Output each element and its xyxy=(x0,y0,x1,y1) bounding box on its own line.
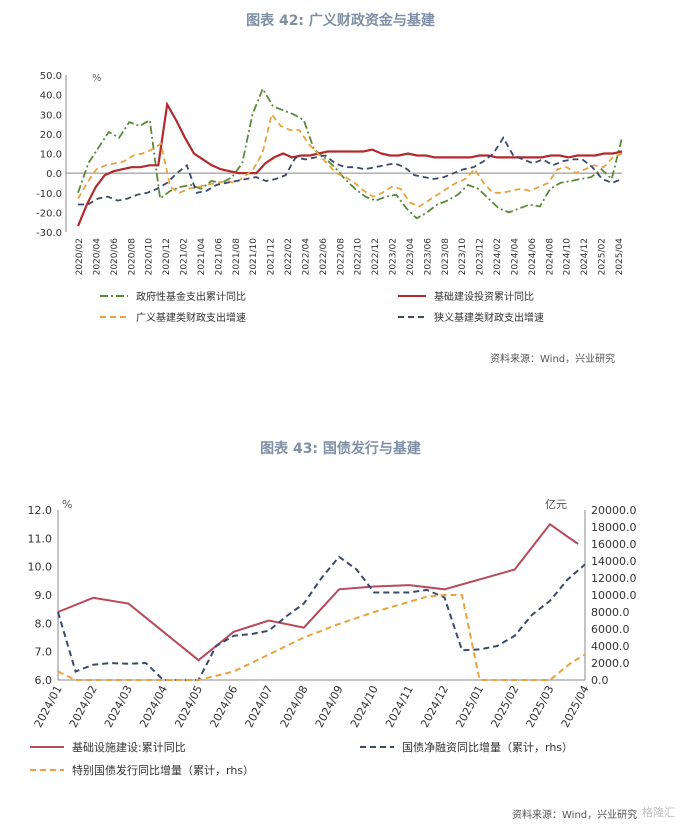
y-left-tick-label: 7.0 xyxy=(35,646,53,659)
y-tick-label: 0.0 xyxy=(46,169,62,180)
x-tick-label: 2024/01 xyxy=(32,683,65,729)
y-left-tick-label: 12.0 xyxy=(28,504,53,517)
x-tick-label: 2020/06 xyxy=(110,238,120,276)
y-tick-label: 50.0 xyxy=(40,71,62,82)
y-right-tick-label: 6000.0 xyxy=(591,623,630,636)
y-right-tick-label: 18000.0 xyxy=(591,521,637,534)
x-tick-label: 2024/04 xyxy=(510,238,520,276)
series-line-3 xyxy=(57,594,586,681)
x-tick-label: 2022/12 xyxy=(371,238,381,275)
x-tick-label: 2024/03 xyxy=(102,683,135,729)
series-line-1 xyxy=(77,86,623,220)
x-tick-label: 2021/12 xyxy=(267,238,277,275)
x-tick-label: 2023/10 xyxy=(458,238,468,276)
x-tick-label: 2022/08 xyxy=(336,238,346,276)
x-tick-label: 2024/05 xyxy=(172,683,205,729)
y-tick-label: 40.0 xyxy=(40,91,62,102)
series-line-3 xyxy=(77,112,623,208)
x-tick-label: 2023/04 xyxy=(406,238,416,276)
x-tick-label: 2023/12 xyxy=(476,238,486,275)
x-tick-label: 2022/04 xyxy=(301,238,311,276)
y-right-unit-label: 亿元 xyxy=(545,498,567,511)
legend-label-2: 基础建设投资累计同比 xyxy=(434,290,534,303)
x-tick-label: 2024/02 xyxy=(67,683,100,729)
x-tick-label: 2022/06 xyxy=(319,238,329,276)
series-line-2 xyxy=(76,101,623,227)
x-tick-label: 2021/10 xyxy=(249,238,259,276)
x-tick-label: 2020/02 xyxy=(75,238,85,275)
y-tick-label: -10.0 xyxy=(36,189,62,200)
x-tick-label: 2020/04 xyxy=(92,238,102,276)
x-tick-label: 2023/06 xyxy=(423,238,433,276)
x-tick-label: 2024/02 xyxy=(493,238,503,275)
y-tick-label: 30.0 xyxy=(40,110,62,121)
y-left-tick-label: 8.0 xyxy=(35,617,53,630)
x-tick-label: 2024/08 xyxy=(278,683,311,729)
y-right-tick-label: 20000.0 xyxy=(591,504,637,517)
series-line-4 xyxy=(78,136,623,206)
legend-label-1: 政府性基金支出累计同比 xyxy=(136,290,246,303)
x-tick-label: 2025/02 xyxy=(598,238,608,275)
x-tick-label: 2025/03 xyxy=(524,683,557,729)
chart42-source: 资料来源：Wind，兴业研究 xyxy=(490,354,616,365)
y-tick-label: -30.0 xyxy=(36,228,62,239)
x-tick-label: 2021/06 xyxy=(214,238,224,276)
x-tick-label: 2025/04 xyxy=(559,683,592,729)
legend-label-2: 国债净融资同比增量（累计，rhs） xyxy=(402,740,573,754)
x-tick-label: 2021/04 xyxy=(197,238,207,276)
x-tick-label: 2021/02 xyxy=(180,238,190,275)
x-tick-label: 2022/10 xyxy=(354,238,364,276)
x-tick-label: 2020/12 xyxy=(162,238,172,275)
y-tick-label: -20.0 xyxy=(36,208,62,219)
x-tick-label: 2024/06 xyxy=(207,683,240,729)
chart43: 12.0 11.0 10.0 9.0 8.0 7.0 6.0 20000.0 18000.0 16… xyxy=(28,498,637,777)
x-tick-label: 2024/11 xyxy=(383,683,416,729)
series-line-2 xyxy=(57,555,586,681)
x-tick-label: 2024/10 xyxy=(563,238,573,276)
y-right-tick-label: 0.0 xyxy=(591,674,609,687)
x-tick-label: 2024/07 xyxy=(243,683,276,729)
x-tick-label: 2024/09 xyxy=(313,683,346,729)
x-tick-label: 2025/02 xyxy=(488,683,521,729)
legend-label-1: 基础设施建设:累计同比 xyxy=(72,740,186,754)
chart42: 50.0 40.0 30.0 20.0 10.0 0.0 -10.0 -20.0 -30.0% 2… xyxy=(36,71,625,324)
y-tick-label: 20.0 xyxy=(40,130,62,141)
x-tick-label: 2024/08 xyxy=(545,238,555,276)
legend-label-3: 特别国债发行同比增量（累计，rhs） xyxy=(72,763,254,777)
y-right-tick-label: 12000.0 xyxy=(591,572,637,585)
x-tick-label: 2021/08 xyxy=(232,238,242,276)
x-tick-label: 2020/10 xyxy=(145,238,155,276)
x-tick-label: 2023/02 xyxy=(389,238,399,275)
x-tick-label: 2022/02 xyxy=(284,238,294,275)
y-left-unit-label: % xyxy=(62,498,72,511)
x-tick-label: 2024/10 xyxy=(348,683,381,729)
x-tick-label: 2024/12 xyxy=(580,238,590,275)
y-right-tick-label: 16000.0 xyxy=(591,538,637,551)
x-tick-label: 2023/08 xyxy=(441,238,451,276)
watermark: 格隆汇 xyxy=(642,806,675,819)
y-right-tick-label: 14000.0 xyxy=(591,555,637,568)
legend-label-3: 广义基建类财政支出增速 xyxy=(136,311,246,324)
y-left-tick-label: 9.0 xyxy=(35,589,53,602)
x-tick-label: 2025/01 xyxy=(453,683,486,729)
y-right-tick-label: 10000.0 xyxy=(591,589,637,602)
x-tick-label: 2024/12 xyxy=(418,683,451,729)
y-unit-label: % xyxy=(92,73,102,84)
y-right-tick-label: 2000.0 xyxy=(591,657,630,670)
y-left-tick-label: 11.0 xyxy=(28,532,53,545)
y-left-tick-label: 10.0 xyxy=(28,561,53,574)
x-tick-label: 2024/06 xyxy=(528,238,538,276)
x-tick-label: 2020/08 xyxy=(127,238,137,276)
y-tick-label: 10.0 xyxy=(40,150,62,161)
x-tick-label: 2024/04 xyxy=(137,683,170,729)
series-line-1 xyxy=(57,522,579,662)
chart43-source: 资料来源：Wind，兴业研究 xyxy=(512,810,638,821)
y-right-tick-label: 4000.0 xyxy=(591,640,630,653)
y-right-tick-label: 8000.0 xyxy=(591,606,630,619)
chart42-title: 图表 42: 广义财政资金与基建 xyxy=(246,13,435,29)
y-left-tick-label: 6.0 xyxy=(35,674,53,687)
chart43-title: 图表 43: 国债发行与基建 xyxy=(260,441,421,457)
legend-label-4: 狭义基建类财政支出增速 xyxy=(434,311,544,324)
x-tick-label: 2025/04 xyxy=(615,238,625,276)
